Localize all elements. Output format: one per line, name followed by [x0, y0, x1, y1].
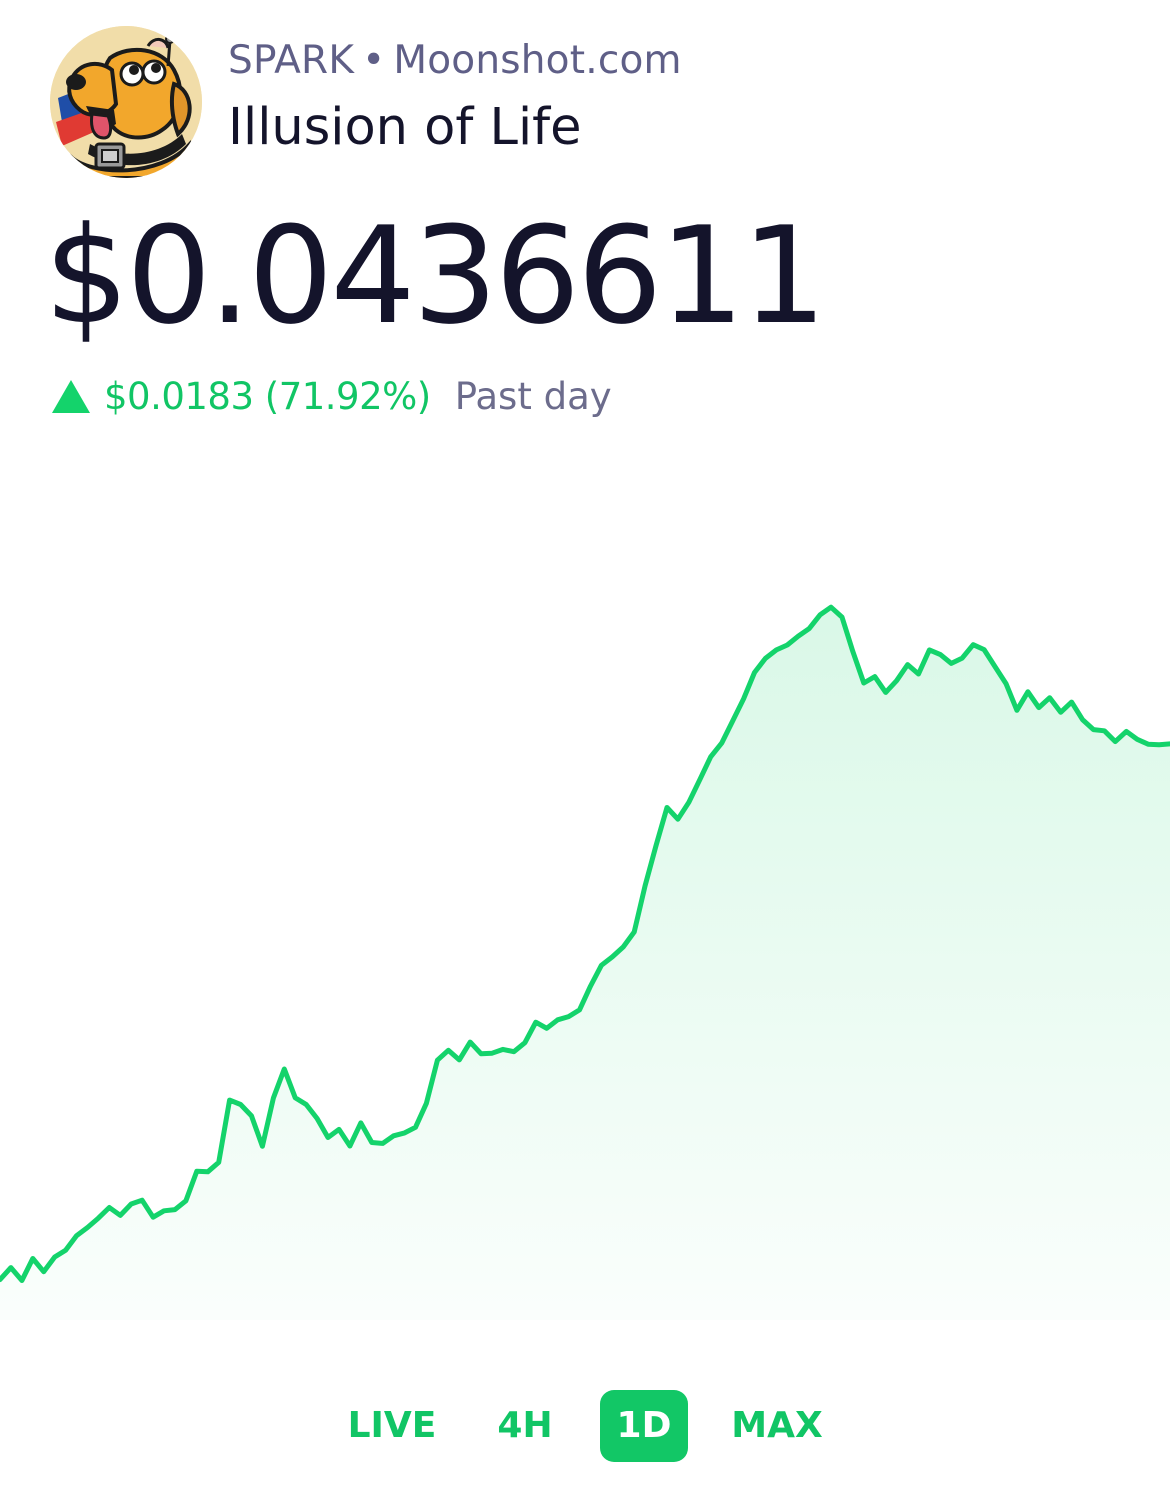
price-change-row: $0.0183 (71.92%) Past day	[52, 370, 612, 422]
price-line	[0, 604, 1170, 1283]
price-chart[interactable]	[0, 500, 1170, 1320]
token-avatar[interactable]	[50, 26, 202, 178]
range-4h-button[interactable]: 4H	[497, 1405, 553, 1446]
range-1d-button[interactable]: 1D	[600, 1390, 688, 1462]
price-change-value: $0.0183 (71.92%)	[104, 374, 431, 418]
up-arrow-icon	[52, 379, 90, 413]
range-live-button[interactable]: LIVE	[347, 1405, 437, 1446]
token-subtitle: SPARK • Moonshot.com	[228, 38, 682, 83]
token-site[interactable]: Moonshot.com	[393, 38, 682, 83]
change-period-label: Past day	[454, 374, 612, 418]
range-max-button[interactable]: MAX	[731, 1405, 823, 1446]
time-range-selector: LIVE 4H 1D MAX	[0, 1390, 1170, 1462]
current-price: $0.0436611	[44, 198, 827, 354]
price-chart-svg	[0, 604, 1170, 1320]
price-area-fill	[0, 607, 1170, 1320]
cartoon-dog-avatar-icon	[50, 26, 202, 178]
token-header: SPARK • Moonshot.com Illusion of Life	[50, 26, 1130, 182]
token-symbol: SPARK	[228, 38, 355, 83]
separator-dot: •	[362, 38, 386, 83]
token-name: Illusion of Life	[228, 98, 582, 157]
